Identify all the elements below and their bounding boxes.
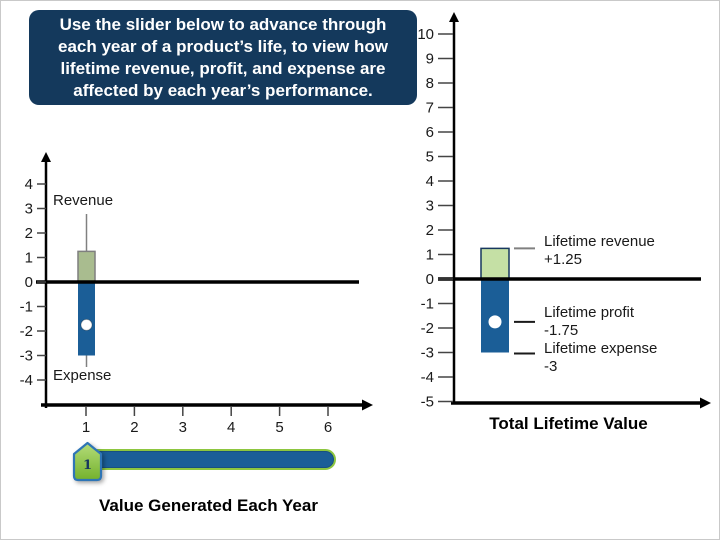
right-y-tick-label: 6	[426, 124, 434, 141]
right-y-tick-label: -4	[421, 369, 434, 386]
left-y-tick-label: -2	[20, 323, 33, 340]
lifetime-expense-value: -3	[544, 358, 558, 375]
left-chart-title: Value Generated Each Year	[99, 496, 318, 515]
right-y-tick-label: 9	[426, 51, 434, 68]
slider-handle-shape[interactable]	[72, 441, 103, 482]
right-y-tick-label: 4	[426, 173, 434, 190]
right-y-tick-label: 0	[426, 271, 434, 288]
right-y-tick-label: 3	[426, 198, 434, 215]
year-slider-handle[interactable]: 1	[71, 441, 104, 483]
right-y-tick-label: 8	[426, 75, 434, 92]
left-y-tick-label: 2	[25, 225, 33, 242]
left-x-tick-label: 5	[275, 419, 283, 436]
right-y-tick-label: -2	[421, 320, 434, 337]
left-y-tick-label: -4	[20, 372, 33, 389]
right-y-tick-label: 10	[417, 26, 434, 43]
right-y-tick-label: 7	[426, 100, 434, 117]
left-x-tick-label: 2	[130, 419, 138, 436]
right-y-tick-label: -1	[421, 296, 434, 313]
left-expense-bar	[78, 282, 95, 356]
right-chart-title: Total Lifetime Value	[489, 414, 648, 433]
lifetime-revenue-bar	[480, 247, 510, 280]
left-x-tick-label: 1	[82, 419, 90, 436]
instruction-line: lifetime revenue, profit, and expense ar…	[60, 58, 386, 78]
right-y-tick-label: -5	[421, 394, 434, 411]
lifetime-revenue-value: +1.25	[544, 251, 582, 268]
left-x-tick-label: 6	[324, 419, 332, 436]
left-revenue-bar	[77, 250, 96, 283]
expense-annotation: Expense	[53, 367, 112, 384]
right-y-tick-label: -3	[421, 345, 434, 362]
right-y-tick-label: 2	[426, 222, 434, 239]
right-y-tick-label: 5	[426, 149, 434, 166]
lifetime-revenue-label: Lifetime revenue	[544, 233, 655, 250]
right-y-tick-label: 1	[426, 247, 434, 264]
left-y-tick-label: 1	[25, 250, 33, 267]
instruction-line: each year of a product’s life, to view h…	[57, 36, 388, 56]
lifetime-profit-value: -1.75	[544, 322, 579, 339]
lifetime-expense-label: Lifetime expense	[544, 340, 658, 357]
left-y-tick-label: 3	[25, 201, 33, 218]
left-y-tick-label: -3	[20, 348, 33, 365]
left-x-tick-label: 4	[227, 419, 235, 436]
left-x-tick-label: 3	[179, 419, 187, 436]
year-slider-track[interactable]	[75, 449, 336, 470]
right-y-axis-arrow	[449, 12, 459, 22]
instruction-box: Use the slider below to advance through e…	[29, 10, 417, 105]
instruction-line: Use the slider below to advance through	[59, 14, 387, 34]
right-x-axis-arrow	[700, 397, 711, 409]
left-y-tick-label: 4	[25, 176, 33, 193]
left-y-tick-label: -1	[20, 299, 33, 316]
left-y-tick-label: 0	[25, 274, 33, 291]
left-y-axis-arrow	[41, 152, 51, 162]
revenue-annotation: Revenue	[53, 192, 114, 209]
lifetime-profit-dot	[488, 315, 502, 329]
left-profit-dot	[80, 318, 93, 331]
lifetime-profit-label: Lifetime profit	[544, 304, 635, 321]
slider-handle-value: 1	[83, 458, 92, 473]
left-x-axis-arrow	[362, 399, 373, 411]
instruction-line: affected by each year’s performance.	[73, 80, 373, 100]
